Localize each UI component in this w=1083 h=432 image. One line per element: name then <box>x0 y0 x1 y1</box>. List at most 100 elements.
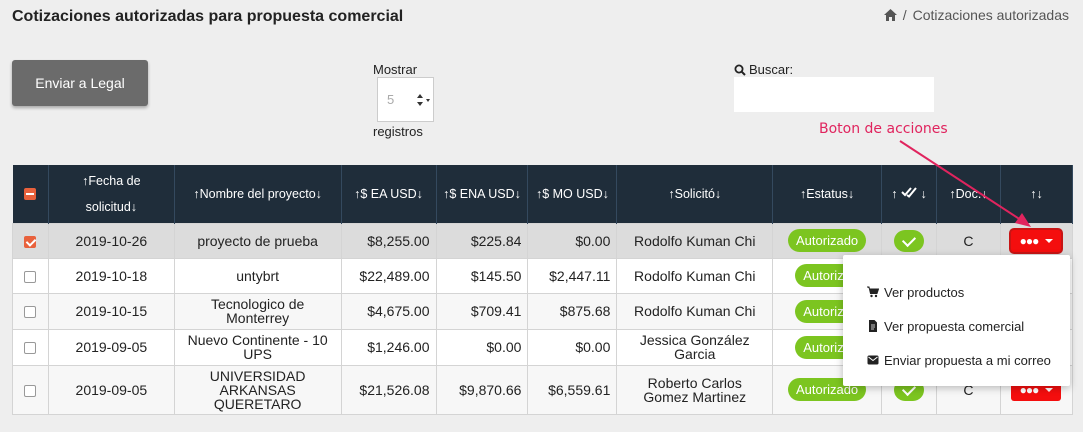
cell-fecha: 2019-10-15 <box>47 292 175 330</box>
cell-ena: $145.50 <box>435 257 529 294</box>
status-badge: Autorizado <box>788 229 867 252</box>
double-check-icon <box>901 187 917 198</box>
header-solicito[interactable]: ↑Solicitó↓ <box>616 165 774 223</box>
menu-item-ver-productos[interactable]: Ver productos <box>843 275 1070 309</box>
cell-ea: $4,675.00 <box>340 292 437 330</box>
select-all-checkbox[interactable] <box>24 188 37 201</box>
cell-solicito: Rodolfo Kuman Chi <box>616 292 774 330</box>
envelope-icon <box>867 355 879 365</box>
cell-solicito: Rodolfo Kuman Chi <box>616 222 774 259</box>
row-checkbox[interactable] <box>24 384 37 397</box>
pdf-file-icon <box>869 320 877 332</box>
search-label-text: Buscar: <box>749 62 794 77</box>
search-input[interactable] <box>734 77 934 112</box>
home-icon[interactable] <box>883 9 897 21</box>
cell-fecha: 2019-10-18 <box>47 257 175 294</box>
menu-item-ver-propuesta[interactable]: Ver propuesta comercial <box>843 309 1070 343</box>
caret-down-icon <box>1045 388 1054 393</box>
header-check[interactable]: ↑ ↓ <box>881 165 938 223</box>
cell-acciones: ●●● <box>999 222 1074 259</box>
row-checkbox[interactable] <box>24 342 37 355</box>
cell-ea: $1,246.00 <box>340 328 437 366</box>
cell-ena: $225.84 <box>435 222 529 259</box>
page-length-value: 5 <box>387 92 395 107</box>
cell-doc: C <box>936 222 1001 259</box>
header-ea[interactable]: ↑$ EA USD↓ <box>341 165 437 223</box>
row-checkbox-cell[interactable] <box>12 328 49 366</box>
cell-ena: $9,870.66 <box>435 364 529 415</box>
menu-item-label: Enviar propuesta a mi correo <box>884 352 1051 368</box>
cell-mo: $875.68 <box>527 292 618 330</box>
cell-mo: $0.00 <box>527 222 618 259</box>
cell-estatus: Autorizado <box>772 222 883 259</box>
cell-solicito: Rodolfo Kuman Chi <box>616 257 774 294</box>
cart-icon <box>867 286 879 298</box>
cell-ea: $21,526.08 <box>340 364 437 415</box>
header-doc[interactable]: ↑Doc.↓ <box>936 165 1001 223</box>
header-fecha-line2: solicitud↓ <box>85 199 138 214</box>
page-title: Cotizaciones autorizadas para propuesta … <box>12 8 404 25</box>
cell-mo: $0.00 <box>527 328 618 366</box>
cell-solicito: Roberto Carlos Gomez Martinez <box>616 364 774 415</box>
cell-ena: $0.00 <box>435 328 529 366</box>
actions-button[interactable]: ●●● <box>1011 229 1062 252</box>
breadcrumb-current: Cotizaciones autorizadas <box>912 7 1069 23</box>
breadcrumb-separator: / <box>902 7 907 23</box>
cell-nombre: Tecnologico de Monterrey <box>173 292 342 330</box>
dots-icon: ●●● <box>1019 233 1040 248</box>
header-check-down: ↓ <box>920 186 927 201</box>
row-checkbox-cell[interactable] <box>12 364 49 415</box>
header-fecha[interactable]: ↑Fecha de solicitud↓ <box>48 165 175 223</box>
header-acciones[interactable]: ↑↓ <box>1000 165 1074 223</box>
row-checkbox[interactable] <box>24 235 37 248</box>
cell-solicito: Jessica González Garcia <box>616 328 774 366</box>
cell-fecha: 2019-09-05 <box>47 364 175 415</box>
table-header-row: ↑Fecha de solicitud↓ ↑Nombre del proyecto… <box>12 165 1074 223</box>
cell-ea: $8,255.00 <box>340 222 437 259</box>
row-checkbox[interactable] <box>24 270 37 283</box>
check-circle-icon[interactable] <box>894 229 925 252</box>
menu-item-label: Ver productos <box>884 284 965 300</box>
search-icon <box>734 64 746 76</box>
cell-ena: $709.41 <box>435 292 529 330</box>
actions-dropdown-menu: Ver productos Ver propuesta comercial En… <box>843 255 1070 386</box>
header-check-up: ↑ <box>891 186 898 201</box>
cell-nombre: proyecto de prueba <box>173 222 342 259</box>
header-ena[interactable]: ↑$ ENA USD↓ <box>436 165 529 223</box>
header-mo[interactable]: ↑$ MO USD↓ <box>527 165 618 223</box>
table-row[interactable]: 2019-10-26 proyecto de prueba $8,255.00 … <box>12 222 1074 259</box>
menu-item-enviar-correo[interactable]: Enviar propuesta a mi correo <box>843 343 1070 377</box>
header-fecha-line1: ↑Fecha de <box>82 173 141 188</box>
spinner-arrows-icon <box>417 94 430 106</box>
quotes-table: ↑Fecha de solicitud↓ ↑Nombre del proyecto… <box>12 165 1074 415</box>
cell-mo: $6,559.61 <box>527 364 618 415</box>
length-label-after: registros <box>373 124 423 139</box>
cell-mo: $2,447.11 <box>527 257 618 294</box>
menu-item-label: Ver propuesta comercial <box>884 318 1025 334</box>
row-checkbox[interactable] <box>24 306 37 319</box>
cell-estatus: Autorizado <box>772 364 883 415</box>
send-to-legal-button[interactable]: Enviar a Legal <box>12 60 148 106</box>
cell-fecha: 2019-10-26 <box>47 222 175 259</box>
cell-nombre: Nuevo Continente - 10 UPS <box>173 328 342 366</box>
cell-ea: $22,489.00 <box>340 257 437 294</box>
cell-nombre: UNIVERSIDAD ARKANSAS QUERETARO <box>173 364 342 415</box>
search-label: Buscar: <box>734 62 793 77</box>
cell-check <box>881 222 938 259</box>
caret-down-icon <box>1045 239 1054 244</box>
row-checkbox-cell[interactable] <box>12 292 49 330</box>
header-nombre[interactable]: ↑Nombre del proyecto↓ <box>174 165 342 223</box>
page-length-select[interactable]: 5 <box>377 77 434 122</box>
actions-annotation-label: Boton de acciones <box>819 121 948 137</box>
row-checkbox-cell[interactable] <box>12 222 49 259</box>
header-estatus[interactable]: ↑Estatus↓ <box>772 165 883 223</box>
length-label-before: Mostrar <box>373 62 418 77</box>
table-row[interactable]: 2019-09-05 UNIVERSIDAD ARKANSAS QUERETAR… <box>12 364 1074 415</box>
dots-icon: ●●● <box>1019 382 1040 397</box>
breadcrumb: / Cotizaciones autorizadas <box>883 7 1069 23</box>
row-checkbox-cell[interactable] <box>12 257 49 294</box>
cell-nombre: untybrt <box>173 257 342 294</box>
select-all-header[interactable] <box>12 165 49 223</box>
cell-fecha: 2019-09-05 <box>47 328 175 366</box>
